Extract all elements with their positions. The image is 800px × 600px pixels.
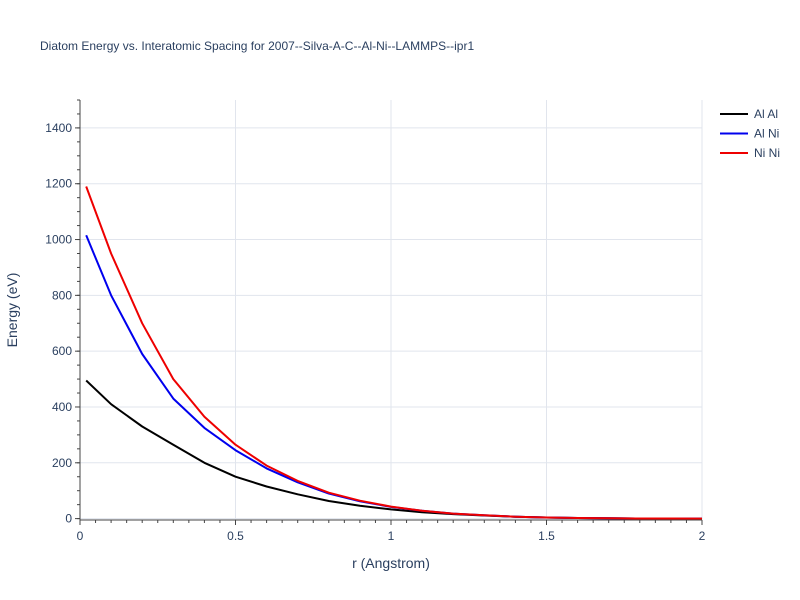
x-tick-label: 0.5 <box>227 529 244 543</box>
x-tick-label: 1.5 <box>538 529 555 543</box>
x-axis-title: r (Angstrom) <box>352 555 430 571</box>
series-line-al-al <box>85 379 703 520</box>
series-group <box>85 186 703 520</box>
axes: 0 200 400 600 800 1000 1200 1400 0 0.5 1 1.5 2 <box>45 99 706 543</box>
y-tick-label: 800 <box>52 288 72 302</box>
legend-item[interactable]: Ni Ni <box>720 146 780 160</box>
y-tick-label: 1400 <box>45 121 72 135</box>
chart-title: Diatom Energy vs. Interatomic Spacing fo… <box>40 39 474 53</box>
legend-item[interactable]: Al Al <box>720 107 778 121</box>
y-axis-title: Energy (eV) <box>4 273 20 348</box>
legend-item[interactable]: Al Ni <box>720 127 779 141</box>
y-tick-label: 200 <box>52 456 72 470</box>
y-tick-label: 1200 <box>45 177 72 191</box>
legend-label: Ni Ni <box>754 146 780 160</box>
y-tick-label: 600 <box>52 344 72 358</box>
legend-label: Al Al <box>754 107 778 121</box>
y-tick-label: 0 <box>65 512 72 526</box>
legend-label: Al Ni <box>754 127 779 141</box>
y-tick-label: 400 <box>52 400 72 414</box>
x-tick-label: 1 <box>388 529 395 543</box>
grid <box>79 100 703 520</box>
x-tick-label: 2 <box>699 529 706 543</box>
legend[interactable]: Al Al Al Ni Ni Ni <box>720 107 780 160</box>
y-tick-label: 1000 <box>45 233 72 247</box>
x-tick-label: 0 <box>77 529 84 543</box>
series-line-ni-ni <box>85 186 703 520</box>
series-line-al-ni <box>85 234 703 520</box>
